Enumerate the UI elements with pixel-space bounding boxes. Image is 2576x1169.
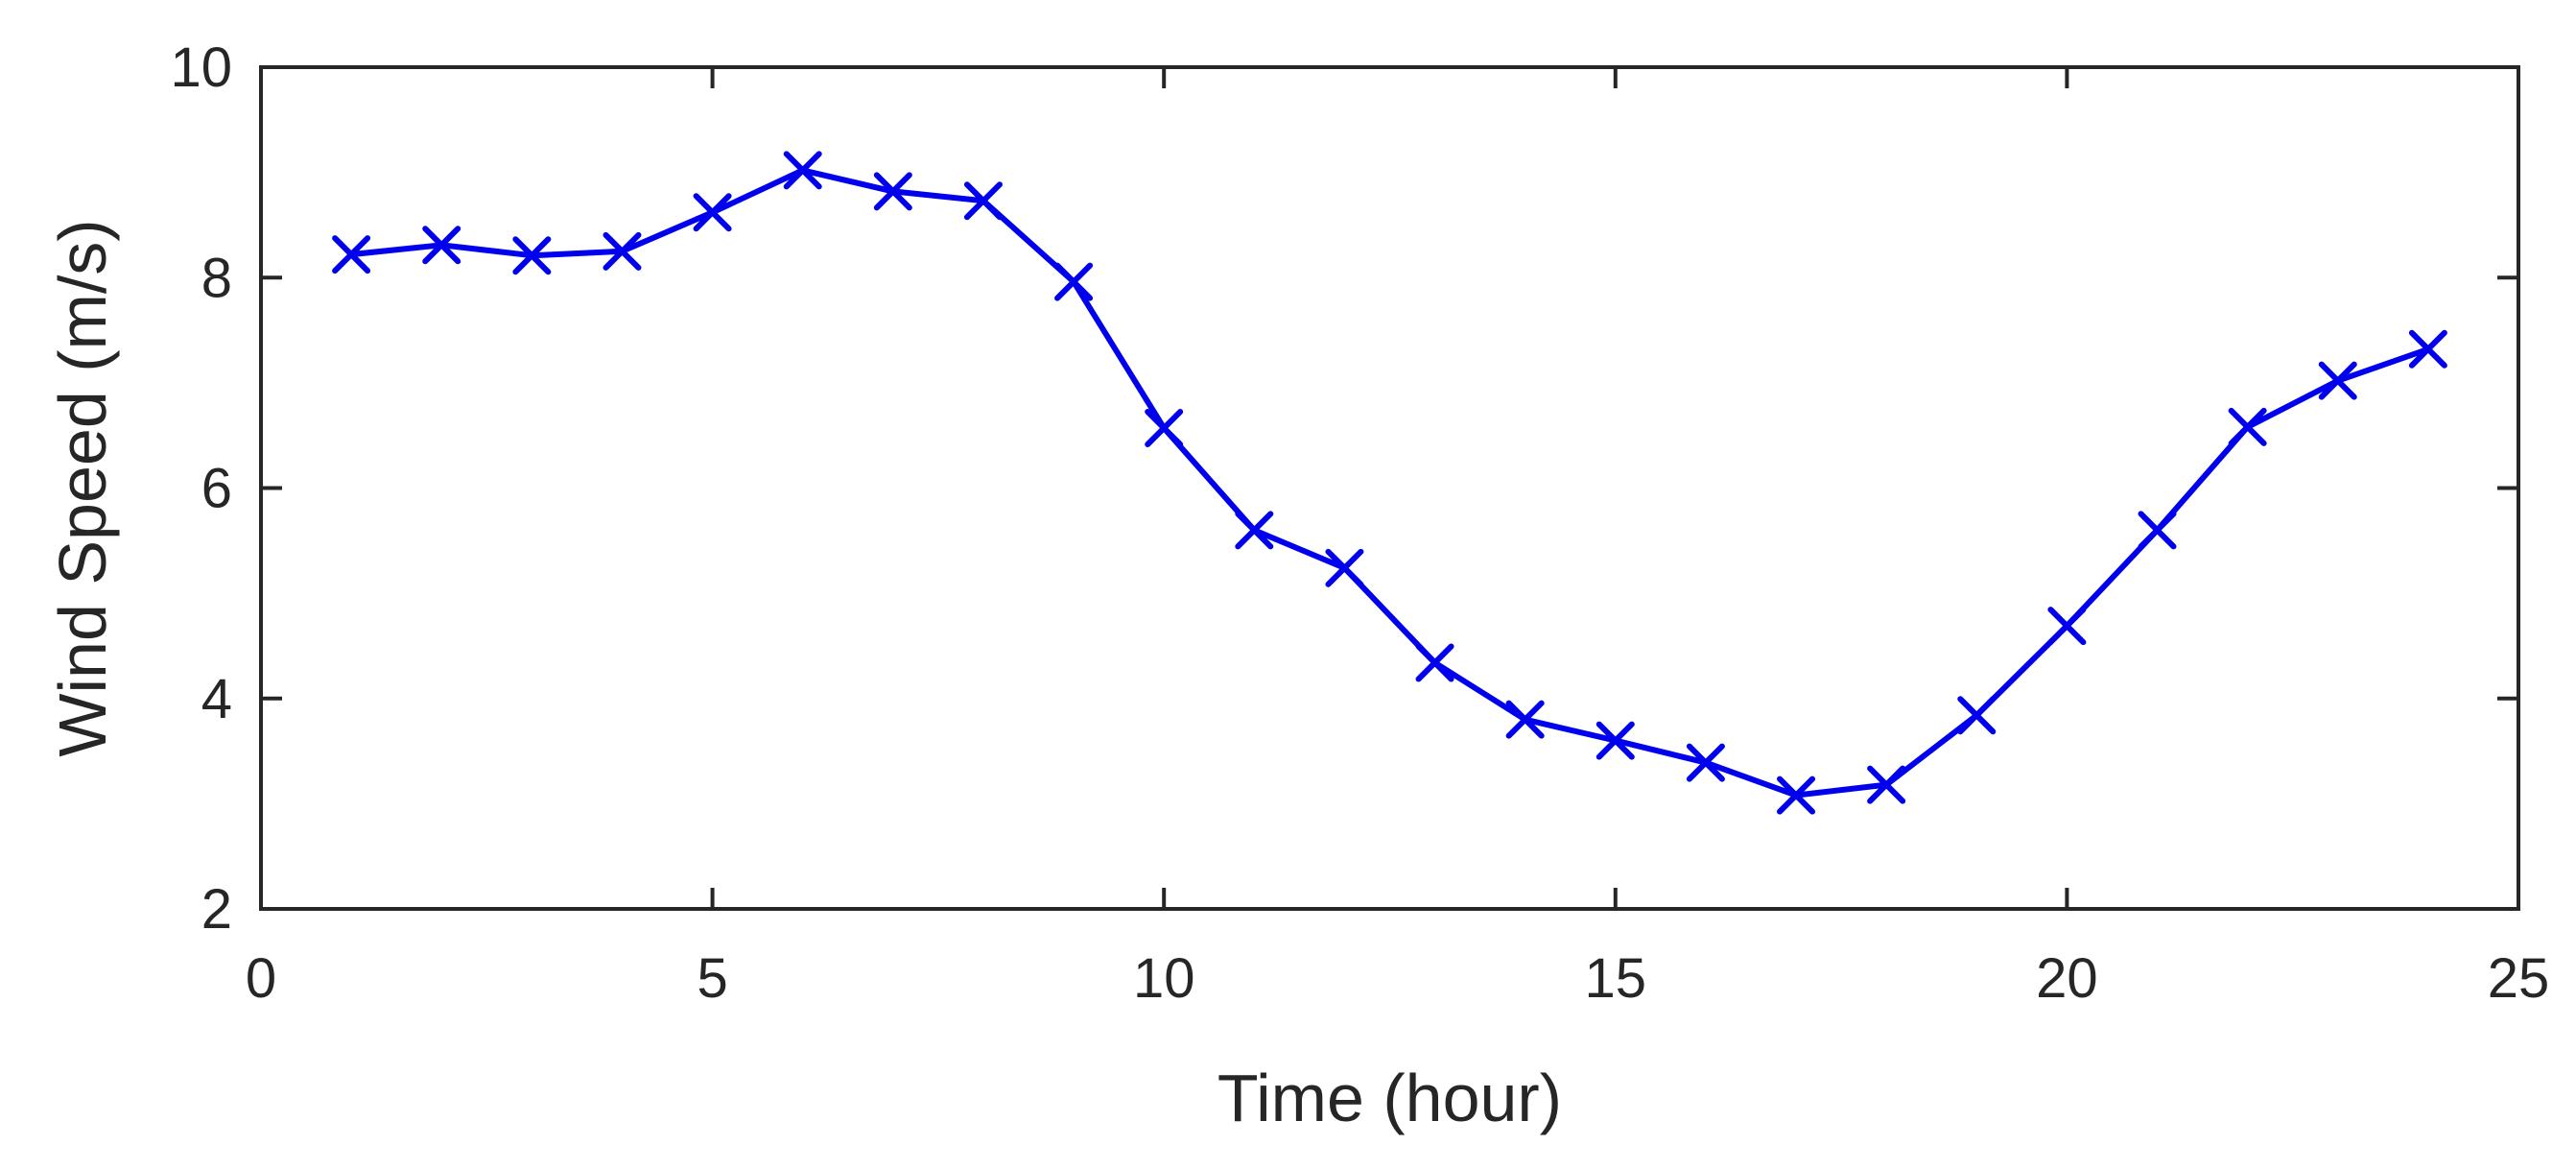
- y-tick-label: 8: [201, 247, 232, 309]
- y-tick-label: 4: [201, 668, 232, 730]
- data-point-x-marker: [1595, 721, 1635, 760]
- data-point-x-marker: [963, 181, 1003, 221]
- x-tick-label: 25: [2488, 947, 2550, 1010]
- data-point-x-marker: [1235, 511, 1274, 550]
- data-point-x-marker: [603, 231, 642, 271]
- x-tick-label: 0: [246, 947, 276, 1010]
- data-point-x-marker: [783, 151, 822, 190]
- y-tick-label: 2: [201, 878, 232, 941]
- data-point-x-marker: [1957, 696, 1997, 735]
- data-point-x-marker: [1145, 409, 1184, 448]
- data-point-x-marker: [2408, 329, 2447, 369]
- axes: 0 5 10 15 20 25 2 4 6 8 10: [170, 36, 2549, 1010]
- data-point-x-marker: [1867, 765, 1906, 804]
- x-tick-label: 10: [1133, 947, 1195, 1010]
- data-point-x-marker: [1325, 548, 1364, 587]
- x-tick-label: 20: [2036, 947, 2098, 1010]
- y-tick-label: 10: [170, 36, 232, 99]
- data-point-x-marker: [332, 235, 371, 274]
- series-layer: [332, 151, 2447, 815]
- x-axis-label: Time (hour): [1217, 1061, 1562, 1135]
- x-tick-label: 5: [697, 947, 727, 1010]
- data-point-x-marker: [693, 193, 732, 232]
- data-point-x-marker: [512, 236, 552, 275]
- data-point-x-marker: [2138, 511, 2177, 550]
- data-point-x-marker: [873, 172, 912, 211]
- x-tick-label: 15: [1585, 947, 1647, 1010]
- data-point-x-marker: [2318, 361, 2357, 400]
- y-tick-label: 6: [201, 458, 232, 520]
- data-point-x-marker: [1054, 262, 1094, 301]
- y-axis-label: Wind Speed (m/s): [45, 219, 120, 756]
- data-point-x-marker: [422, 226, 461, 265]
- data-point-x-marker: [2047, 607, 2087, 646]
- data-point-x-marker: [1505, 700, 1545, 739]
- data-point-x-marker: [1415, 643, 1454, 682]
- data-point-x-marker: [1686, 743, 1725, 782]
- data-point-x-marker: [1777, 775, 1816, 815]
- data-point-x-marker: [2228, 407, 2267, 446]
